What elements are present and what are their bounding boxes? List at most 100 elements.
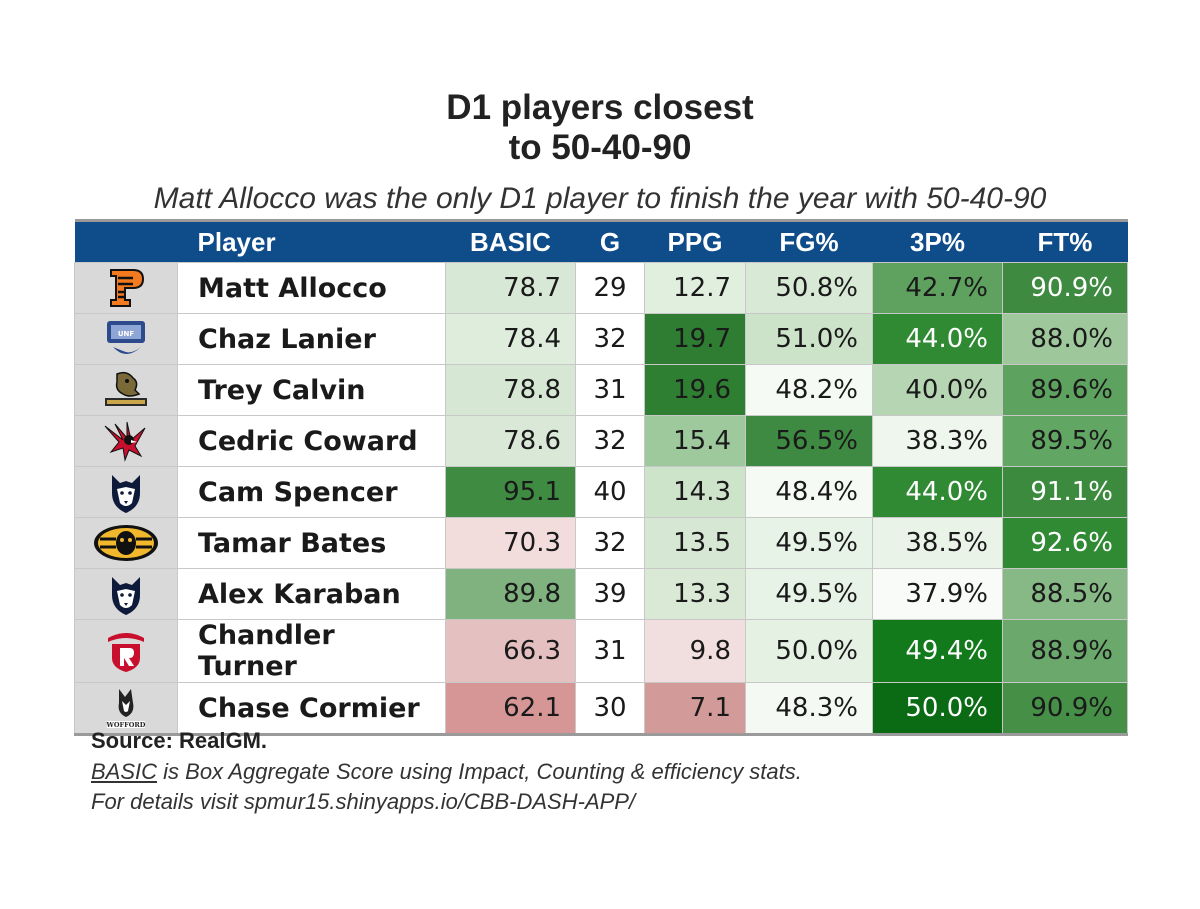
basic-cell: 78.6 <box>445 415 576 467</box>
player-name: Trey Calvin <box>177 364 446 416</box>
header-g: G <box>575 219 645 263</box>
north-florida-logo: UNF <box>74 313 178 365</box>
fg-pct-cell: 49.5% <box>745 568 873 620</box>
ft-pct-cell: 90.9% <box>1002 262 1128 314</box>
footnote: BASIC is Box Aggregate Score using Impac… <box>91 757 802 817</box>
table-body: Matt Allocco 78.7 29 12.7 50.8% 42.7% 90.9% UNF… <box>74 262 1128 736</box>
fg-pct-cell: 56.5% <box>745 415 873 467</box>
uconn-husky-logo <box>74 568 178 620</box>
player-name: Tamar Bates <box>177 517 446 569</box>
table-row: Matt Allocco 78.7 29 12.7 50.8% 42.7% 90.9% <box>74 262 1128 314</box>
ppg-cell: 14.3 <box>644 466 746 518</box>
title-line-1: D1 players closest <box>446 88 754 127</box>
ppg-cell: 9.8 <box>644 619 746 683</box>
wofford-terrier-logo: WOFFORD <box>74 682 178 736</box>
3p-pct-cell: 44.0% <box>872 313 1003 365</box>
ft-pct-cell: 88.5% <box>1002 568 1128 620</box>
ppg-cell: 19.6 <box>644 364 746 416</box>
header-player: Player <box>177 219 446 263</box>
3p-pct-cell: 44.0% <box>872 466 1003 518</box>
footnote-line-1: BASIC is Box Aggregate Score using Impac… <box>91 757 802 787</box>
3p-pct-cell: 42.7% <box>872 262 1003 314</box>
g-cell: 30 <box>575 682 645 736</box>
g-cell: 39 <box>575 568 645 620</box>
fg-pct-cell: 51.0% <box>745 313 873 365</box>
basic-cell: 89.8 <box>445 568 576 620</box>
svg-text:UNF: UNF <box>118 330 135 338</box>
3p-pct-cell: 40.0% <box>872 364 1003 416</box>
header-ft: FT% <box>1002 219 1128 263</box>
g-cell: 31 <box>575 619 645 683</box>
table-row: Alex Karaban 89.8 39 13.3 49.5% 37.9% 88.5% <box>74 568 1128 620</box>
ppg-cell: 13.5 <box>644 517 746 569</box>
table-row: Cedric Coward 78.6 32 15.4 56.5% 38.3% 89.5% <box>74 415 1128 467</box>
basic-cell: 95.1 <box>445 466 576 518</box>
chart-subtitle: Matt Allocco was the only D1 player to f… <box>153 182 1047 215</box>
ft-pct-cell: 88.9% <box>1002 619 1128 683</box>
ppg-cell: 12.7 <box>644 262 746 314</box>
fg-pct-cell: 50.8% <box>745 262 873 314</box>
fg-pct-cell: 48.3% <box>745 682 873 736</box>
ppg-cell: 15.4 <box>644 415 746 467</box>
wright-state-raider-logo <box>74 364 178 416</box>
basic-cell: 78.4 <box>445 313 576 365</box>
ft-pct-cell: 92.6% <box>1002 517 1128 569</box>
table-row: UNF Chaz Lanier 78.4 32 19.7 51.0% 44.0% 88.0% <box>74 313 1128 365</box>
header-fg: FG% <box>745 219 873 263</box>
fg-pct-cell: 48.2% <box>745 364 873 416</box>
svg-text:WOFFORD: WOFFORD <box>106 721 146 729</box>
3p-pct-cell: 38.3% <box>872 415 1003 467</box>
basic-cell: 62.1 <box>445 682 576 736</box>
header-3p: 3P% <box>872 219 1003 263</box>
eastern-washington-eagle-logo <box>74 415 178 467</box>
fg-pct-cell: 50.0% <box>745 619 873 683</box>
ppg-cell: 7.1 <box>644 682 746 736</box>
basic-term: BASIC <box>91 759 158 784</box>
footnote-line-2: For details visit spmur15.shinyapps.io/C… <box>91 789 636 814</box>
basic-cell: 70.3 <box>445 517 576 569</box>
table-row: WOFFORD Chase Cormier 62.1 30 7.1 48.3% 50.0% 9… <box>74 682 1128 736</box>
fg-pct-cell: 49.5% <box>745 517 873 569</box>
player-name: Chandler Turner <box>177 619 446 683</box>
g-cell: 32 <box>575 415 645 467</box>
table-row: Cam Spencer 95.1 40 14.3 48.4% 44.0% 91.1% <box>74 466 1128 518</box>
table-row: Chandler Turner 66.3 31 9.8 50.0% 49.4% 88.9% <box>74 619 1128 683</box>
g-cell: 32 <box>575 313 645 365</box>
3p-pct-cell: 37.9% <box>872 568 1003 620</box>
fg-pct-cell: 48.4% <box>745 466 873 518</box>
basic-cell: 78.8 <box>445 364 576 416</box>
g-cell: 32 <box>575 517 645 569</box>
stats-table: Player BASIC G PPG FG% 3P% FT% Matt Allo… <box>74 219 1128 736</box>
player-name: Chaz Lanier <box>177 313 446 365</box>
uconn-husky-logo <box>74 466 178 518</box>
basic-cell: 66.3 <box>445 619 576 683</box>
3p-pct-cell: 49.4% <box>872 619 1003 683</box>
g-cell: 29 <box>575 262 645 314</box>
radford-logo <box>74 619 178 683</box>
ft-pct-cell: 88.0% <box>1002 313 1128 365</box>
ppg-cell: 19.7 <box>644 313 746 365</box>
player-name: Cam Spencer <box>177 466 446 518</box>
basic-definition: is Box Aggregate Score using Impact, Cou… <box>157 759 802 784</box>
player-name: Chase Cormier <box>177 682 446 736</box>
player-name: Matt Allocco <box>177 262 446 314</box>
chart-title: D1 players closest to 50-40-90 <box>0 88 1200 168</box>
player-name: Alex Karaban <box>177 568 446 620</box>
g-cell: 40 <box>575 466 645 518</box>
princeton-tiger-logo <box>74 262 178 314</box>
header-ppg: PPG <box>644 219 746 263</box>
ft-pct-cell: 89.5% <box>1002 415 1128 467</box>
basic-cell: 78.7 <box>445 262 576 314</box>
missouri-tiger-logo <box>74 517 178 569</box>
header-basic: BASIC <box>445 219 576 263</box>
g-cell: 31 <box>575 364 645 416</box>
title-line-2: to 50-40-90 <box>508 128 692 167</box>
table-row: Trey Calvin 78.8 31 19.6 48.2% 40.0% 89.6% <box>74 364 1128 416</box>
ft-pct-cell: 91.1% <box>1002 466 1128 518</box>
ppg-cell: 13.3 <box>644 568 746 620</box>
header-logo <box>74 219 178 263</box>
table-row: Tamar Bates 70.3 32 13.5 49.5% 38.5% 92.6% <box>74 517 1128 569</box>
ft-pct-cell: 90.9% <box>1002 682 1128 736</box>
3p-pct-cell: 50.0% <box>872 682 1003 736</box>
header-row: Player BASIC G PPG FG% 3P% FT% <box>74 219 1128 263</box>
